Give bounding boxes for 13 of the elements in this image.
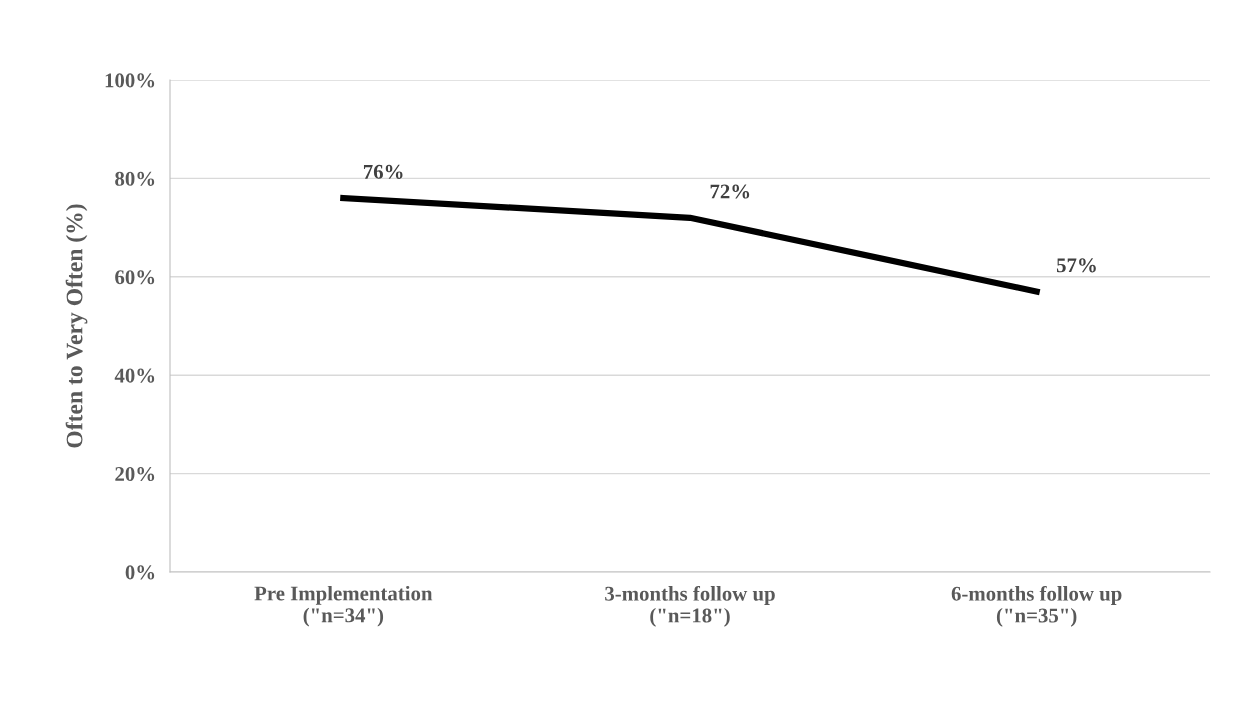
y-tick-label: 0% <box>125 565 155 580</box>
y-tick-label: 20% <box>115 466 155 482</box>
x-tick-label: 6-months follow up ("n=35") <box>951 585 1122 627</box>
y-tick-label: 60% <box>115 270 155 285</box>
x-tick-label: 3-months follow up ("n=18") <box>605 585 775 627</box>
y-axis-title: Often to Very Often (%) <box>65 204 88 448</box>
x-tick-label: Pre Implementation ("n=34") <box>254 585 433 627</box>
y-tick-label: 80% <box>115 171 155 186</box>
data-label: 76% <box>363 164 403 179</box>
y-tick-label: 40% <box>114 368 155 383</box>
y-tick-label: 100% <box>105 73 155 88</box>
data-label: 72% <box>710 184 750 199</box>
data-label: 57% <box>1056 258 1096 273</box>
